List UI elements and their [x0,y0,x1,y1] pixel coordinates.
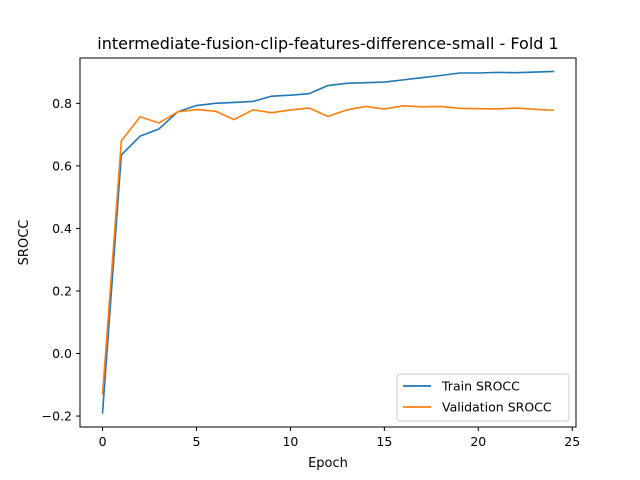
x-tick-label: 0 [99,434,107,449]
legend-label-validation: Validation SROCC [442,400,552,415]
legend-box [396,373,570,422]
series-line-validation [101,105,555,396]
x-axis-ticks: 0 5 10 15 20 25 [99,427,580,449]
y-tick-label: −0.2 [42,409,72,424]
y-tick-label: 0.6 [52,158,72,173]
y-tick-label: 0.2 [52,283,72,298]
chart-title: intermediate-fusion-clip-features-differ… [97,34,558,53]
plot-frame [79,57,577,428]
y-tick-label: 0.4 [52,221,72,236]
legend-label-train: Train SROCC [441,379,520,394]
y-axis-label: SROCC [17,220,32,266]
x-tick-label: 20 [470,434,486,449]
plot-lines [101,70,555,414]
legend: Train SROCC Validation SROCC [396,373,570,422]
x-tick-label: 25 [564,434,580,449]
x-tick-label: 15 [376,434,392,449]
x-axis-label: Epoch [308,456,348,471]
y-axis-ticks: −0.2 0.0 0.2 0.4 0.6 0.8 [42,96,80,424]
y-tick-label: 0.8 [52,96,72,111]
x-tick-label: 10 [282,434,298,449]
x-tick-label: 5 [193,434,201,449]
y-tick-label: 0.0 [52,346,72,361]
